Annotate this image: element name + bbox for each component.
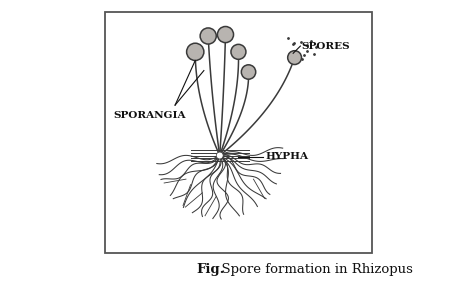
Circle shape — [216, 152, 223, 159]
Circle shape — [288, 51, 301, 65]
Circle shape — [231, 44, 246, 59]
Text: Spore formation in Rhizopus: Spore formation in Rhizopus — [212, 263, 412, 276]
Circle shape — [187, 43, 204, 60]
Circle shape — [200, 28, 216, 44]
Text: Fig.: Fig. — [197, 263, 225, 276]
Circle shape — [241, 65, 255, 79]
Text: SPORANGIA: SPORANGIA — [113, 111, 186, 120]
Text: SPORES: SPORES — [302, 41, 350, 51]
Text: HYPHA: HYPHA — [266, 152, 309, 162]
Circle shape — [218, 26, 234, 43]
